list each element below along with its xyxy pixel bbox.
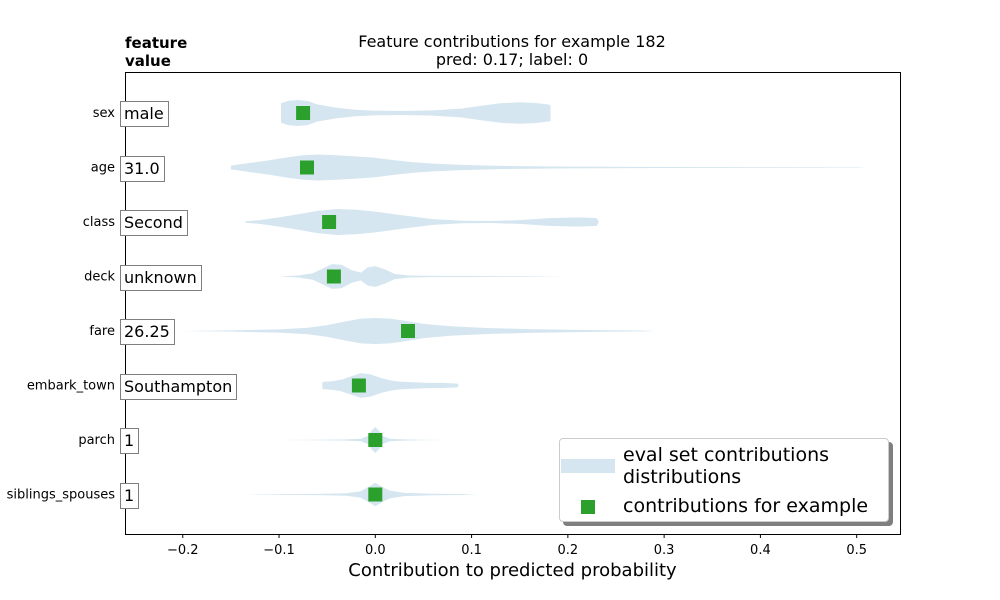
feature-value-age: 31.0 bbox=[120, 155, 165, 182]
y-tick-label-embark_town: embark_town bbox=[27, 379, 115, 394]
contribution-marker-class bbox=[322, 215, 337, 229]
y-tick-label-parch: parch bbox=[78, 433, 115, 448]
feature-value-fare: 26.25 bbox=[120, 319, 175, 345]
x-tick-label: 0.5 bbox=[846, 543, 867, 558]
x-tick-label: 0.1 bbox=[461, 543, 482, 558]
chart-title-line1: Feature contributions for example 182 bbox=[358, 32, 666, 51]
violin-embark_town bbox=[322, 373, 460, 398]
contribution-marker-parch bbox=[368, 433, 383, 447]
y-tick-label-class: class bbox=[83, 215, 115, 230]
violin-fare bbox=[182, 318, 655, 344]
legend-marker-swatch bbox=[581, 500, 595, 514]
feature-value-sex: male bbox=[120, 101, 169, 127]
x-tick-label: −0.2 bbox=[167, 543, 199, 558]
feature-value-embark_town: Southampton bbox=[120, 373, 238, 400]
violin-class bbox=[245, 209, 599, 235]
contribution-marker-sex bbox=[296, 106, 311, 120]
violin-sex bbox=[281, 100, 551, 126]
y-tick-label-deck: deck bbox=[84, 270, 115, 285]
feature-value-siblings_spouses: 1 bbox=[120, 482, 140, 509]
feature-value-deck: unknown bbox=[120, 264, 202, 291]
y-tick-label-sex: sex bbox=[93, 106, 116, 121]
marker-group bbox=[296, 106, 415, 502]
x-tick-label: −0.1 bbox=[263, 543, 295, 558]
x-tick-label: 0.4 bbox=[750, 543, 771, 558]
violin-age bbox=[230, 154, 867, 181]
plot-frame bbox=[125, 72, 901, 535]
feature-value-header: feature value bbox=[125, 34, 188, 70]
y-tick-label-age: age bbox=[91, 161, 115, 176]
violin-deck bbox=[279, 264, 568, 289]
x-tick-label: 0.2 bbox=[558, 543, 579, 558]
legend-violin-swatch bbox=[561, 459, 615, 473]
x-axis-label: Contribution to predicted probability bbox=[348, 560, 677, 581]
x-tick-label: 0.0 bbox=[365, 543, 386, 558]
x-tick-label: 0.3 bbox=[654, 543, 675, 558]
contribution-marker-embark_town bbox=[351, 378, 366, 393]
legend-label-distributions: eval set contributions distributions bbox=[623, 444, 830, 488]
legend-label-example: contributions for example bbox=[623, 495, 869, 517]
violin-siblings_spouses bbox=[245, 482, 477, 507]
contribution-marker-age bbox=[300, 160, 314, 175]
feature-value-class: Second bbox=[120, 210, 188, 236]
contribution-marker-deck bbox=[326, 269, 341, 284]
violin-parch bbox=[279, 427, 443, 453]
y-tick-label-siblings_spouses: siblings_spouses bbox=[7, 488, 116, 503]
y-tick-label-fare: fare bbox=[89, 324, 115, 339]
contribution-marker-fare bbox=[401, 324, 415, 338]
x-tick-group: −0.2 −0.1 0.0 0.1 0.2 0.3 0.4 0.5 bbox=[167, 534, 867, 558]
feature-value-parch: 1 bbox=[120, 428, 140, 454]
contribution-marker-siblings_spouses bbox=[368, 487, 383, 502]
chart-title-line2: pred: 0.17; label: 0 bbox=[435, 50, 589, 69]
legend: eval set contributions distributions con… bbox=[559, 438, 889, 522]
